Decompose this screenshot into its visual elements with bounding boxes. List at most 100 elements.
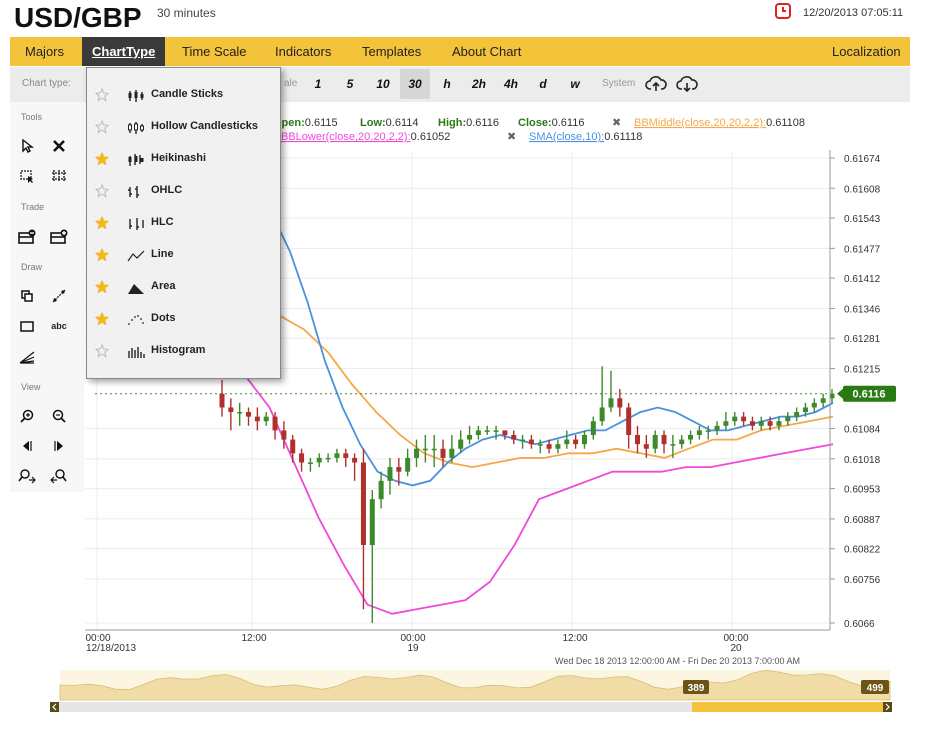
cloud-download-icon[interactable] xyxy=(676,73,698,95)
heikinashi-icon xyxy=(128,154,144,166)
range-text: Wed Dec 18 2013 12:00:00 AM - Fri Dec 20… xyxy=(555,656,800,666)
period-5-button[interactable]: 5 xyxy=(346,77,354,91)
candle xyxy=(413,439,419,468)
cloud-upload-icon[interactable] xyxy=(645,73,667,95)
candle xyxy=(316,453,322,468)
period-30-button[interactable]: 30 xyxy=(400,69,430,99)
period-2h-button[interactable]: 2h xyxy=(471,77,486,91)
scroll-right-icon[interactable] xyxy=(46,433,72,459)
period-d-button[interactable]: d xyxy=(539,77,547,91)
period-10-button[interactable]: 10 xyxy=(376,77,390,91)
charttype-option-histogram[interactable]: Histogram xyxy=(87,336,280,368)
candlesticks-icon xyxy=(128,90,144,102)
charttype-option-candle-sticks[interactable]: Candle Sticks xyxy=(87,80,280,112)
chart-type-label: Chart type: xyxy=(22,78,71,89)
charttype-option-label: Candle Sticks xyxy=(151,88,224,100)
menu-about-chart[interactable]: About Chart xyxy=(452,44,522,59)
menu-templates[interactable]: Templates xyxy=(362,44,422,59)
charttype-option-hollow-candlesticks[interactable]: Hollow Candlesticks xyxy=(87,112,280,144)
y-tick-label: 0.61674 xyxy=(844,154,881,165)
period-4h-button[interactable]: 4h xyxy=(503,77,518,91)
candle xyxy=(528,434,534,449)
candle xyxy=(254,407,260,431)
price-chart[interactable]: Open:0.6115 Low:0.6114 High:0.6116 Close… xyxy=(85,102,926,666)
pointer-tool-icon[interactable] xyxy=(14,133,40,159)
candle xyxy=(573,434,579,449)
charttype-option-label: Line xyxy=(151,248,174,260)
candle xyxy=(237,402,243,426)
zoom-fit-right-icon[interactable] xyxy=(46,463,72,489)
shapes-tool-icon[interactable] xyxy=(14,283,40,309)
star-filled-icon[interactable] xyxy=(95,312,109,326)
candle xyxy=(228,398,234,431)
star-outline-icon[interactable] xyxy=(95,88,109,102)
y-tick-label: 0.60887 xyxy=(844,515,881,526)
charttype-option-heikinashi[interactable]: Heikinashi xyxy=(87,144,280,176)
text-tool-button[interactable]: abc xyxy=(51,321,67,331)
charttype-option-ohlc[interactable]: OHLC xyxy=(87,176,280,208)
x-tick-date: 12/18/2013 xyxy=(86,643,136,654)
star-outline-icon[interactable] xyxy=(95,344,109,358)
delete-tool-icon[interactable] xyxy=(46,133,72,159)
star-filled-icon[interactable] xyxy=(95,248,109,262)
tools-heading: Tools xyxy=(21,112,43,122)
zoom-fit-left-icon[interactable] xyxy=(14,463,40,489)
star-filled-icon[interactable] xyxy=(95,280,109,294)
star-outline-icon[interactable] xyxy=(95,184,109,198)
charttype-option-label: Dots xyxy=(151,312,176,324)
period-1-button[interactable]: 1 xyxy=(314,77,322,91)
zoom-in-icon[interactable] xyxy=(14,403,40,429)
menu-charttype[interactable]: ChartType xyxy=(82,37,166,66)
tools-sidebar: Tools Trade Draw abc View xyxy=(10,102,84,492)
menu-majors[interactable]: Majors xyxy=(25,44,65,59)
sma-legend: SMA(close,10):0.61118 xyxy=(529,131,642,143)
period-h-button[interactable]: h xyxy=(443,77,451,91)
buy-order-icon[interactable] xyxy=(46,224,72,250)
navigator-left-arrow-icon xyxy=(50,702,59,712)
rectangle-tool-icon[interactable] xyxy=(14,313,40,339)
y-tick-label: 0.61477 xyxy=(844,244,881,255)
star-filled-icon[interactable] xyxy=(95,152,109,166)
y-tick-label: 0.61084 xyxy=(844,425,881,436)
fan-tool-icon[interactable] xyxy=(14,344,40,370)
time-navigator[interactable]: 389 499 xyxy=(50,668,892,713)
crosshair-tool-icon[interactable] xyxy=(46,163,72,189)
charttype-option-label: Heikinashi xyxy=(151,152,207,164)
y-tick-label: 0.61346 xyxy=(844,304,881,315)
x-tick-time: 12:00 xyxy=(241,633,266,644)
svg-text:389: 389 xyxy=(688,683,705,694)
candle xyxy=(520,434,526,449)
y-tick-label: 0.61543 xyxy=(844,214,881,225)
candle xyxy=(440,439,446,468)
charttype-option-hlc[interactable]: HLC xyxy=(87,208,280,240)
charttype-option-dots[interactable]: Dots xyxy=(87,304,280,336)
menu-time-scale[interactable]: Time Scale xyxy=(182,44,247,59)
candle xyxy=(422,434,428,463)
y-axis: 0.61674 0.61608 0.61543 0.61477 0.61412 0.613… xyxy=(829,150,881,630)
menu-indicators[interactable]: Indicators xyxy=(275,44,332,59)
charttype-dropdown: Candle Sticks Hollow Candlesticks Heikinas… xyxy=(86,67,281,379)
candle xyxy=(325,453,331,463)
candle xyxy=(564,430,570,449)
select-area-icon[interactable] xyxy=(14,163,40,189)
scale-label: ale xyxy=(284,78,298,89)
draw-heading: Draw xyxy=(21,262,43,272)
candle xyxy=(785,412,791,426)
sell-order-icon[interactable] xyxy=(14,224,40,250)
y-tick-label: 0.60953 xyxy=(844,485,881,496)
zoom-out-icon[interactable] xyxy=(46,403,72,429)
remove-bbmiddle-icon: ✖ xyxy=(612,117,621,129)
star-outline-icon[interactable] xyxy=(95,120,109,134)
y-tick-label: 0.61281 xyxy=(844,334,881,345)
charttype-option-area[interactable]: Area xyxy=(87,272,280,304)
candle xyxy=(405,448,411,477)
trendline-tool-icon[interactable] xyxy=(46,283,72,309)
star-filled-icon[interactable] xyxy=(95,216,109,230)
candle xyxy=(299,448,305,472)
datetime-stamp: 12/20/2013 07:05:11 xyxy=(803,7,904,19)
candle xyxy=(307,457,313,472)
scroll-left-icon[interactable] xyxy=(14,433,40,459)
menu-localization[interactable]: Localization xyxy=(832,44,901,59)
period-w-button[interactable]: w xyxy=(570,77,580,91)
charttype-option-line[interactable]: Line xyxy=(87,240,280,272)
